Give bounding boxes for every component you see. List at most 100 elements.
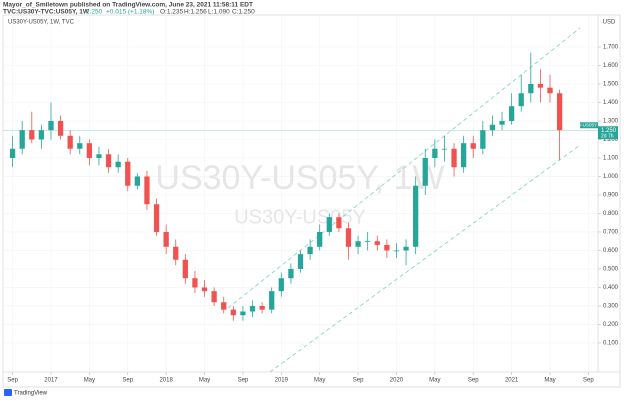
candle-body [336,217,342,229]
x-tick-label: 2019 [275,378,289,384]
candle-body [278,278,284,292]
watermark-sub: US30Y-US05Y [234,206,366,228]
grid [3,15,598,372]
price-tag-box [598,126,618,140]
x-tick-label: Sep [353,378,364,384]
publisher: Mayor_of_Smiletown published on TradingV… [3,2,253,9]
candle-body [374,241,380,245]
candle-body [269,291,275,310]
y-tick-label: 1.600 [603,63,619,69]
candle-body [403,246,409,251]
candle-body [57,120,64,136]
candle-body [134,176,140,186]
candle-body [499,120,505,125]
logo-icon [4,389,12,396]
x-tick-label: May [314,378,325,384]
frame [2,14,621,388]
candle-body [451,148,457,168]
chart-title: US30Y-US05Y, 1W, TVC [8,20,75,26]
x-tick-label: May [199,378,210,384]
candle-body [77,143,83,149]
candle-body [355,241,361,247]
candle-body [29,130,35,140]
candle-body [288,268,294,279]
x-tick-label: 2018 [159,378,173,384]
y-tick-label: 0.100 [603,341,619,347]
candle-body [173,246,179,260]
price-tag-name: US30Y-US05Y [567,122,597,127]
x-tick-label: Sep [122,378,133,384]
candle-body [125,161,131,186]
candle-body [441,148,448,150]
candle-body [432,148,438,158]
candle-body [105,154,112,168]
y-tick-label: 0.400 [603,285,619,291]
candle-body [556,93,563,131]
y-tick-label: 1.400 [603,100,619,106]
logo: TradingView [14,391,48,397]
x-tick-label: May [429,378,440,384]
close: C:1.250 [232,9,255,16]
candle-body [489,124,496,131]
x-tick-label: 2017 [44,378,58,384]
candle-body [163,231,169,247]
candle-body [326,217,332,232]
candle-body [115,161,121,168]
candle-body [38,130,45,140]
candle-body [345,228,352,247]
y-tick-label: 0.300 [603,304,619,310]
low: L:1.090 [208,9,230,16]
candle-body [537,83,544,88]
candle-body [86,143,93,158]
x-tick-label: Sep [238,378,249,384]
price-tag-name-box [580,122,598,129]
candle-body [19,130,25,149]
y-tick-label: 0.200 [603,322,619,328]
price-tag-value: 1.250 [601,128,617,134]
x-tick-label: Sep [468,378,479,384]
candle-body [249,305,256,312]
y-tick-label: 1.300 [603,119,619,125]
x-tick-label: 2020 [390,378,404,384]
y-tick-label: 0.800 [603,211,619,217]
candle-body [221,302,227,310]
candle-body [528,83,534,94]
last: 1.250 [86,9,103,16]
symbol: TVC:US30Y-TVC:US05Y, 1W [3,9,90,16]
candle-body [182,259,188,279]
y-tick-label: 0.700 [603,230,619,236]
candle-body [259,305,265,310]
candle-body [480,130,486,149]
x-tick-label: May [84,378,95,384]
candle-body [365,241,371,243]
candle-body [192,278,198,288]
x-tick-label: 2021 [505,378,519,384]
open: O:1.235 [160,9,184,16]
candle-body [413,185,419,247]
candle-body [153,204,160,232]
candle-body [297,254,304,269]
candle-body [201,287,208,292]
candle-body [547,87,553,94]
candle-body [461,143,467,168]
candle-body [518,93,524,107]
plot [3,52,598,321]
candle-body [48,120,54,131]
candle-body [240,311,246,316]
candle-body [67,135,73,149]
currency: USD [603,20,616,26]
y-tick-label: 1.100 [603,156,619,162]
y-tick-label: 0.600 [603,248,619,254]
candle-body [307,246,313,255]
y-tick-label: 0.900 [603,193,619,199]
x-tick-label: Sep [7,378,18,384]
price-tag-countdown: 2d 7h [601,134,614,140]
y-tick-label: 1.000 [603,174,619,180]
candle-body [470,143,476,149]
y-tick-label: 1.500 [603,82,619,88]
candle-body [96,154,102,158]
change: +0.015 (+1.18%) [106,9,154,16]
candle-body [144,176,150,205]
